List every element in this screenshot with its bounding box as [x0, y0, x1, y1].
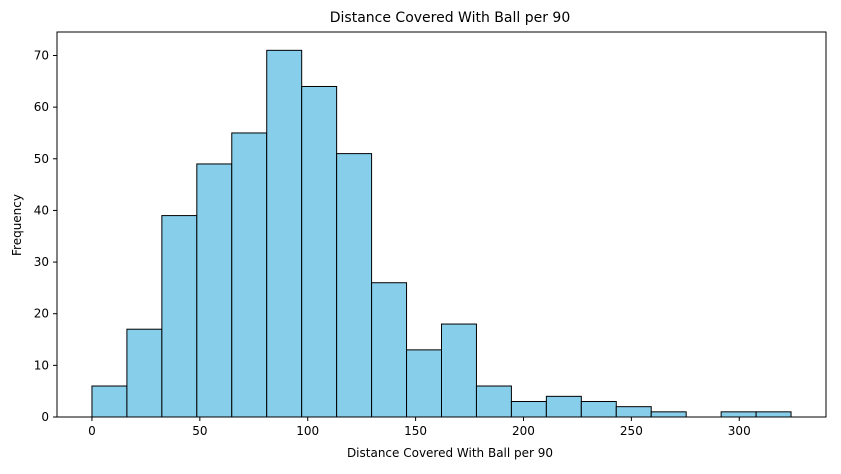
x-tick-label: 150 [404, 424, 427, 438]
y-tick-label: 10 [34, 358, 49, 372]
histogram-bar-13 [545, 395, 582, 418]
histogram-bar-8 [371, 282, 408, 418]
y-axis-label: Frequency [10, 194, 24, 256]
bars-group [91, 49, 792, 418]
histogram-bar-11 [475, 385, 512, 418]
y-tick-label: 40 [34, 203, 49, 217]
x-tick-label: 200 [512, 424, 535, 438]
histogram-bar-0 [91, 385, 128, 418]
histogram-bar-14 [580, 401, 617, 418]
histogram-bar-15 [615, 406, 652, 418]
x-tick-label: 250 [620, 424, 643, 438]
y-tick-label: 20 [34, 307, 49, 321]
x-tick-label: 50 [192, 424, 207, 438]
y-tick-label: 70 [34, 48, 49, 62]
histogram-bar-10 [441, 323, 477, 418]
x-tick-label: 100 [296, 424, 319, 438]
plot-area-frame [56, 31, 827, 418]
y-tick-label: 30 [34, 255, 49, 269]
histogram-bar-5 [266, 49, 303, 418]
y-tick-label: 0 [41, 410, 49, 424]
histogram-bar-19 [755, 411, 792, 418]
y-tick-label: 60 [34, 100, 49, 114]
x-tick-label: 0 [88, 424, 96, 438]
histogram-bar-6 [301, 85, 338, 418]
histogram-bar-2 [161, 215, 198, 418]
histogram-bar-9 [406, 349, 442, 418]
x-tick-label: 300 [728, 424, 751, 438]
histogram-bar-12 [510, 401, 547, 418]
histogram-bar-1 [126, 328, 163, 418]
histogram-bar-16 [650, 411, 687, 418]
histogram-bar-7 [336, 153, 373, 418]
x-axis-ticks: 0 50 100 150 200 250 300 [88, 417, 751, 438]
histogram-bar-3 [196, 163, 233, 418]
histogram-bar-4 [231, 132, 268, 418]
histogram-bar-18 [720, 411, 757, 418]
chart-title: Distance Covered With Ball per 90 [330, 10, 570, 26]
x-axis-label: Distance Covered With Ball per 90 [347, 446, 553, 460]
y-tick-label: 50 [34, 152, 49, 166]
y-axis-ticks: 0 10 20 30 40 50 60 70 [34, 48, 57, 424]
